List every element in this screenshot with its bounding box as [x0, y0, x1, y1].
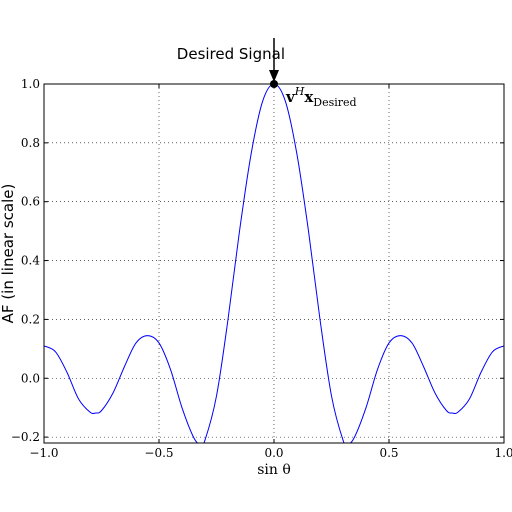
y-tick-label: 0.8: [21, 136, 40, 150]
desired-signal-label: Desired Signal: [177, 45, 285, 63]
annotations: Desired Signal vHxDesired: [177, 38, 357, 109]
af-series-line: [44, 84, 504, 443]
y-tick-label: 0.2: [21, 312, 40, 326]
x-tick-label: −1.0: [29, 446, 58, 460]
y-tick-labels: −0.2 0.0 0.2 0.4 0.6 0.8 1.0: [11, 77, 40, 444]
y-tick-label: 0.6: [21, 195, 40, 209]
formula-subscript: Desired: [313, 96, 356, 109]
y-tick-label: 0.0: [21, 371, 40, 385]
formula-superscript: H: [294, 85, 305, 98]
x-axis-label: sin θ: [257, 462, 291, 478]
desired-signal-arrow-head: [269, 70, 279, 82]
formula-v: v: [285, 88, 296, 106]
axis-ticks: [43, 83, 505, 443]
x-tick-label: 1.0: [494, 446, 512, 460]
grid-lines: [43, 83, 505, 443]
formula-x: x: [304, 88, 314, 106]
desired-signal-point: [270, 80, 278, 88]
plot-frame: [43, 83, 505, 444]
x-tick-label: −0.5: [144, 446, 173, 460]
y-axis-label: AF (in linear scale): [0, 184, 17, 324]
y-tick-label: 1.0: [21, 77, 40, 91]
x-tick-labels: −1.0 −0.5 0.0 0.5 1.0: [29, 446, 512, 460]
y-tick-label: −0.2: [11, 430, 40, 444]
x-tick-label: 0.0: [264, 446, 283, 460]
x-tick-label: 0.5: [379, 446, 398, 460]
y-tick-label: 0.4: [21, 254, 40, 268]
formula-label: vHxDesired: [285, 85, 357, 109]
curve-layer: [44, 84, 504, 443]
